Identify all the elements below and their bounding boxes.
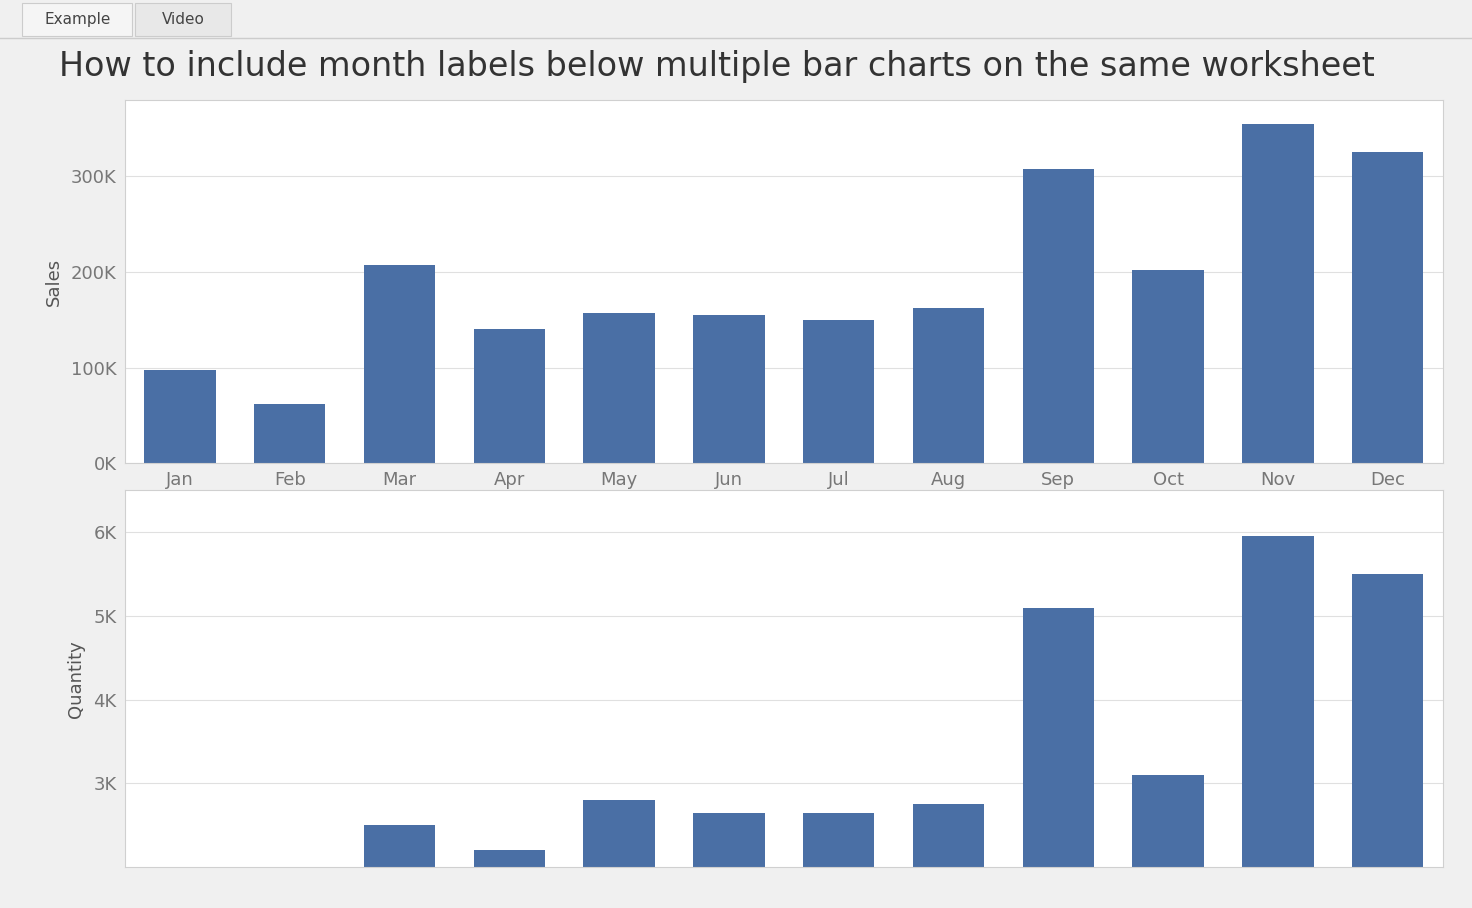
Bar <box>144 370 216 463</box>
Bar <box>364 265 436 463</box>
Text: Video: Video <box>162 12 205 26</box>
Y-axis label: Sales: Sales <box>44 257 63 306</box>
Bar <box>364 825 436 908</box>
Bar <box>804 320 874 463</box>
Bar <box>474 851 545 908</box>
Bar <box>913 308 985 463</box>
Y-axis label: Quantity: Quantity <box>68 640 85 717</box>
Bar <box>474 330 545 463</box>
Bar <box>1132 270 1204 463</box>
Bar <box>583 800 655 908</box>
Bar <box>1351 153 1423 463</box>
FancyBboxPatch shape <box>135 3 231 36</box>
Bar <box>804 813 874 908</box>
Bar <box>1351 574 1423 908</box>
Bar <box>1023 169 1094 463</box>
Bar <box>1242 123 1313 463</box>
Text: How to include month labels below multiple bar charts on the same worksheet: How to include month labels below multip… <box>59 50 1375 83</box>
Bar <box>255 404 325 463</box>
Bar <box>1242 537 1313 908</box>
Bar <box>693 813 764 908</box>
Bar <box>583 313 655 463</box>
Text: Example: Example <box>44 12 110 26</box>
Bar <box>1023 607 1094 908</box>
Bar <box>693 315 764 463</box>
FancyBboxPatch shape <box>22 3 132 36</box>
Bar <box>913 804 985 908</box>
Bar <box>1132 775 1204 908</box>
